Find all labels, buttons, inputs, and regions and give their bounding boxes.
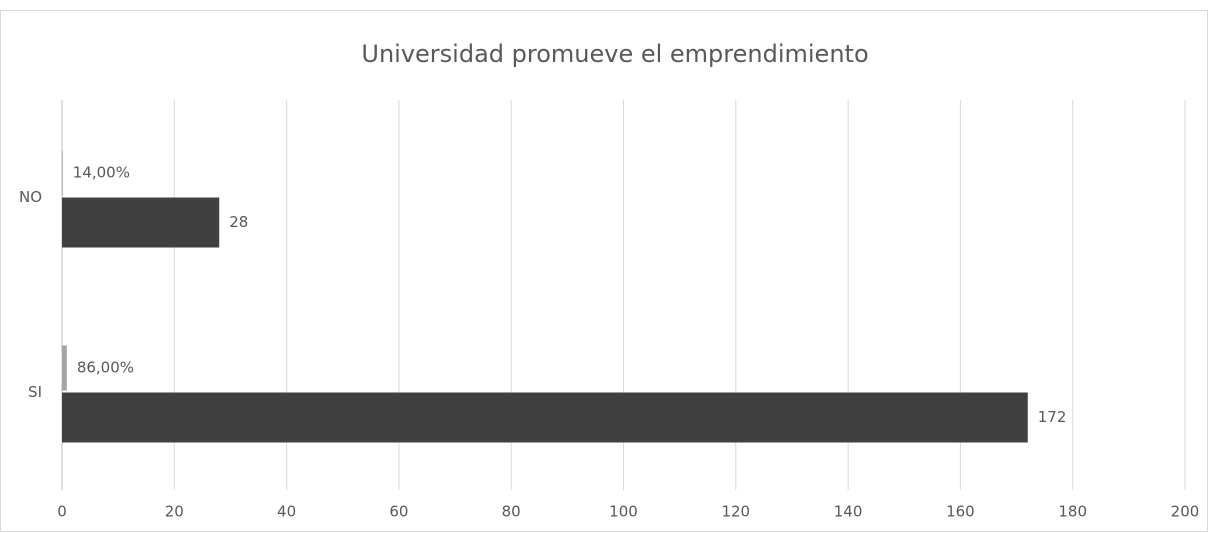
chart-frame bbox=[0, 10, 1208, 532]
bar bbox=[62, 392, 1028, 443]
y-tick-label: SI bbox=[28, 383, 42, 401]
x-tick-label: 120 bbox=[721, 503, 750, 521]
x-tick-label: 200 bbox=[1171, 503, 1200, 521]
data-label: 14,00% bbox=[73, 164, 130, 182]
y-tick-label: NO bbox=[19, 188, 42, 206]
bar bbox=[62, 197, 220, 248]
chart-title: Universidad promueve el emprendimiento bbox=[361, 40, 868, 68]
bar bbox=[62, 150, 63, 196]
data-label: 172 bbox=[1038, 408, 1067, 426]
bar bbox=[62, 345, 67, 391]
x-tick-label: 0 bbox=[57, 503, 67, 521]
x-tick-label: 20 bbox=[165, 503, 184, 521]
x-tick-label: 180 bbox=[1058, 503, 1087, 521]
x-tick-label: 140 bbox=[834, 503, 863, 521]
x-tick-label: 160 bbox=[946, 503, 975, 521]
x-tick-label: 60 bbox=[389, 503, 408, 521]
x-tick-label: 100 bbox=[609, 503, 638, 521]
data-label: 28 bbox=[229, 213, 248, 231]
x-tick-label: 80 bbox=[502, 503, 521, 521]
x-tick-label: 40 bbox=[277, 503, 296, 521]
data-label: 86,00% bbox=[77, 359, 134, 377]
